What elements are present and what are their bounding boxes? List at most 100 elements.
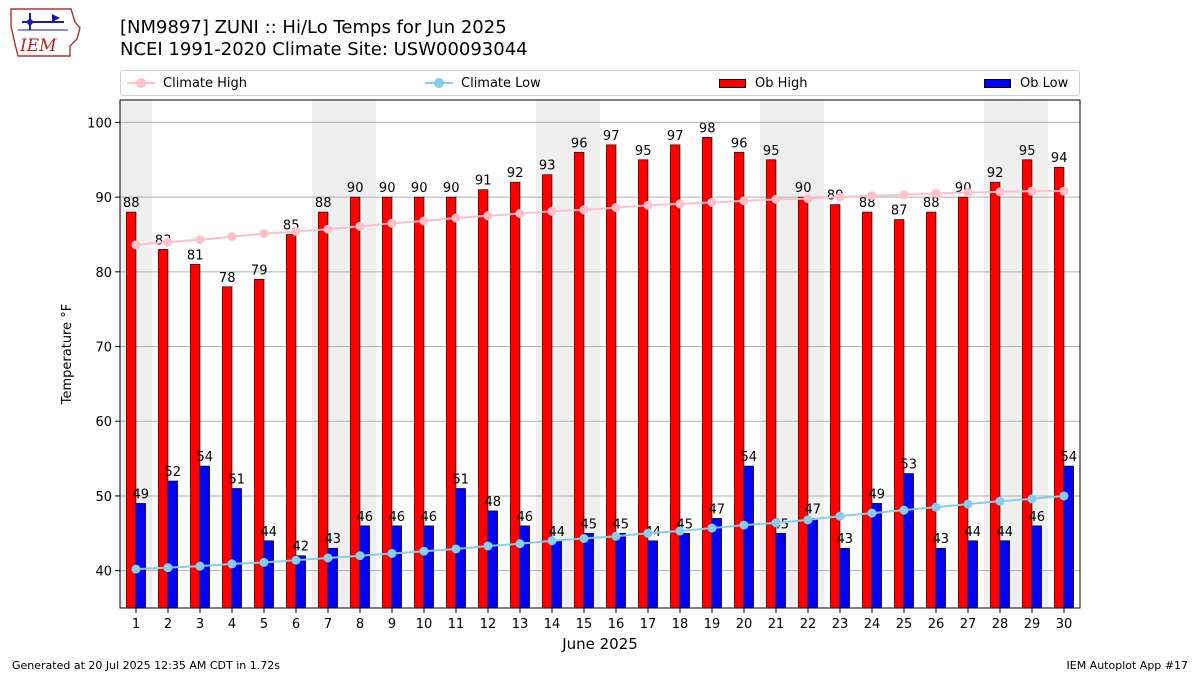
- ob-low-label: 54: [741, 450, 758, 465]
- ob-low-label: 47: [709, 502, 726, 517]
- ob-high-bar: [350, 196, 361, 609]
- x-tick-label: 18: [672, 617, 689, 632]
- ob-low-bar: [551, 540, 562, 609]
- ob-high-label: 90: [443, 181, 460, 196]
- ob-high-bar: [702, 137, 713, 609]
- ob-low-bar: [807, 518, 818, 609]
- ob-low-label: 46: [517, 510, 534, 525]
- x-tick-label: 4: [228, 617, 236, 632]
- ob-high-bar: [958, 196, 969, 609]
- ob-high-label: 92: [987, 166, 1004, 181]
- ob-low-bar: [199, 465, 210, 609]
- ob-low-bar: [1063, 465, 1074, 609]
- climate-low-point: [387, 548, 397, 558]
- ob-low-label: 47: [805, 502, 822, 517]
- x-tick-label: 28: [992, 617, 1009, 632]
- ob-low-bar: [679, 532, 690, 609]
- ob-low-label: 49: [869, 487, 886, 502]
- climate-low-point: [1027, 494, 1037, 504]
- x-tick-label: 15: [576, 617, 593, 632]
- y-tick-label: 40: [95, 565, 112, 580]
- climate-low-point: [611, 531, 621, 541]
- x-tick-label: 3: [196, 617, 204, 632]
- climate-high-point: [803, 194, 813, 204]
- x-tick-label: 21: [768, 617, 785, 632]
- climate-low-point: [771, 518, 781, 528]
- x-tick-label: 30: [1056, 617, 1073, 632]
- x-tick-label: 27: [960, 617, 977, 632]
- ob-low-label: 43: [837, 532, 854, 547]
- legend-item-climate-low: Climate Low: [425, 71, 541, 95]
- climate-high-point: [483, 211, 493, 221]
- x-tick-label: 23: [832, 617, 849, 632]
- y-axis-label: Temperature °F: [60, 304, 75, 405]
- ob-low-label: 43: [325, 532, 342, 547]
- legend-swatch: [425, 78, 453, 88]
- ob-low-label: 51: [229, 472, 246, 487]
- legend-swatch: [719, 78, 746, 88]
- ob-high-label: 87: [891, 204, 908, 219]
- ob-low-bar: [871, 503, 882, 609]
- climate-high-point: [323, 224, 333, 234]
- ob-high-label: 93: [539, 159, 556, 174]
- ob-high-label: 90: [411, 181, 428, 196]
- ob-low-bar: [519, 525, 530, 609]
- ob-high-label: 97: [603, 129, 620, 144]
- ob-high-label: 81: [187, 248, 204, 263]
- climate-high-line: [135, 190, 1064, 246]
- ob-low-label: 42: [293, 540, 310, 555]
- ob-low-bar: [839, 547, 850, 609]
- ob-low-bar: [583, 532, 594, 609]
- ob-low-label: 48: [485, 495, 502, 510]
- climate-low-point: [579, 534, 589, 544]
- climate-low-point: [259, 557, 269, 567]
- ob-low-bar: [359, 525, 370, 609]
- ob-low-label: 46: [1029, 510, 1046, 525]
- ob-low-label: 43: [933, 532, 950, 547]
- x-tick-label: 26: [928, 617, 945, 632]
- climate-high-point: [515, 209, 525, 219]
- ob-high-bar: [926, 211, 937, 609]
- climate-high-point: [579, 205, 589, 215]
- climate-high-point: [291, 226, 301, 236]
- climate-high-point: [899, 190, 909, 200]
- climate-low-point: [483, 541, 493, 551]
- ob-low-bar: [743, 465, 754, 609]
- ob-low-label: 45: [581, 517, 598, 532]
- ob-low-label: 52: [165, 465, 182, 480]
- y-tick-label: 50: [95, 490, 112, 505]
- legend-label: Climate Low: [461, 75, 541, 91]
- ob-high-bar: [766, 159, 777, 609]
- ob-high-label: 88: [923, 196, 940, 211]
- climate-high-point: [643, 200, 653, 210]
- climate-high-point: [163, 237, 173, 247]
- y-tick-label: 70: [95, 341, 112, 356]
- ob-high-label: 92: [507, 166, 524, 181]
- ob-high-label: 88: [315, 196, 332, 211]
- x-tick-label: 7: [324, 617, 332, 632]
- climate-high-point: [835, 192, 845, 202]
- ob-low-bar: [775, 532, 786, 609]
- ob-high-bar: [318, 211, 329, 609]
- generated-timestamp: Generated at 20 Jul 2025 12:35 AM CDT in…: [12, 659, 280, 672]
- ob-low-label: 46: [421, 510, 438, 525]
- climate-high-point: [131, 240, 141, 250]
- ob-low-label: 53: [901, 458, 918, 473]
- climate-high-point: [451, 213, 461, 223]
- ob-low-label: 44: [965, 525, 982, 540]
- ob-high-bar: [638, 159, 649, 609]
- ob-high-bar: [190, 264, 201, 609]
- x-tick-label: 8: [356, 617, 364, 632]
- ob-high-bar: [382, 196, 393, 609]
- climate-low-point: [835, 511, 845, 521]
- x-axis-label: June 2025: [561, 635, 638, 653]
- ob-low-bar: [391, 525, 402, 609]
- ob-low-label: 44: [261, 525, 278, 540]
- climate-low-point: [963, 499, 973, 509]
- climate-high-point: [259, 229, 269, 239]
- legend-item-ob-high: Ob High: [719, 71, 808, 95]
- climate-low-point: [227, 559, 237, 569]
- climate-low-point: [419, 546, 429, 556]
- x-tick-label: 29: [1024, 617, 1041, 632]
- y-tick-label: 100: [87, 116, 112, 131]
